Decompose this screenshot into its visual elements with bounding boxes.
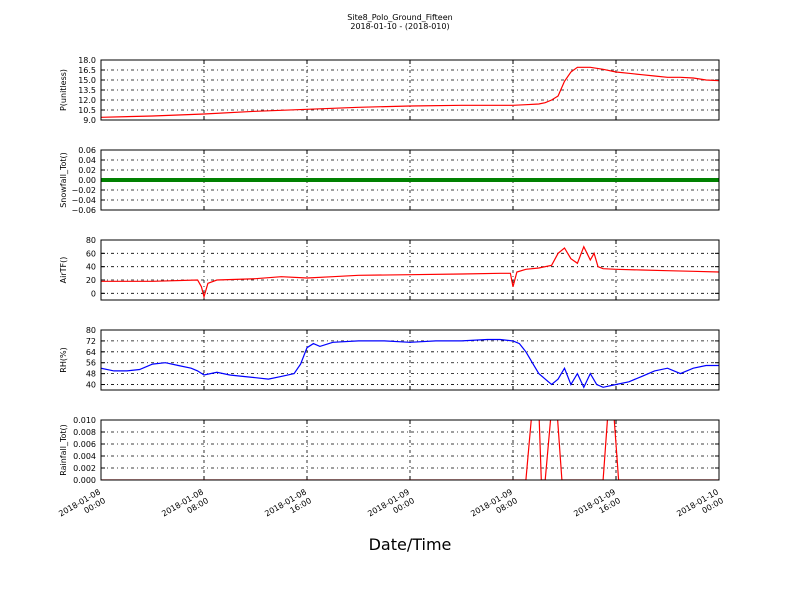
y-tick-label: 0.008 [73, 428, 96, 437]
y-tick-label: 0.02 [78, 166, 96, 175]
y-tick-label: 40 [86, 381, 96, 390]
panel-4: 40 48 56 64 72 80 RH(%) [59, 326, 720, 391]
panel-frame [100, 59, 720, 121]
y-tick-label: 80 [86, 326, 96, 335]
y-tick-label: 0.006 [73, 440, 96, 449]
y-tick-label: 48 [86, 370, 96, 379]
panel-frame [100, 239, 720, 301]
y-tick-label: 0.06 [78, 146, 96, 155]
panel-frame [100, 149, 720, 211]
y-tick-label: 18.0 [78, 56, 96, 65]
y-tick-label: 0.00 [78, 176, 96, 185]
series-line [101, 338, 719, 389]
y-tick-label: 0.000 [73, 476, 96, 485]
y-tick-label: 64 [86, 348, 96, 357]
x-axis-label: Date/Time [369, 535, 452, 554]
y-tick-label: 80 [86, 236, 96, 245]
panels-group: 9.010.512.013.515.016.518.0 P(unitless) −0… [59, 56, 720, 485]
panel-2: −0.06−0.04−0.020.000.020.040.06 Snowfall_… [59, 146, 720, 215]
y-tick-label: −0.06 [71, 206, 96, 215]
y-tick-label: 0 [91, 289, 96, 298]
y-tick-label: 9.0 [83, 116, 96, 125]
y-axis-label: RH(%) [59, 347, 68, 372]
chart-subtitle: 2018-01-10 - (2018-010) [350, 22, 449, 31]
y-tick-label: 0.010 [73, 416, 96, 425]
y-tick-label: 0.004 [73, 452, 96, 461]
series-line [101, 66, 719, 118]
y-tick-label: 56 [86, 359, 96, 368]
y-tick-label: 72 [86, 337, 96, 346]
y-tick-label: 60 [86, 249, 96, 258]
y-axis-label: P(unitless) [59, 69, 68, 111]
panel-5: 0.000 0.002 0.004 0.006 0.008 0.010 Rainfall_T… [59, 416, 720, 485]
y-tick-label: −0.04 [71, 196, 96, 205]
panel-1: 9.010.512.013.515.016.518.0 P(unitless) [59, 56, 720, 125]
y-tick-label: 0.04 [78, 156, 96, 165]
panel-frame [100, 419, 720, 481]
y-tick-label: 12.0 [78, 96, 96, 105]
y-axis-label: AirTF() [59, 257, 68, 284]
y-tick-label: 20 [86, 276, 96, 285]
y-tick-label: 13.5 [78, 86, 96, 95]
panel-frame [100, 329, 720, 391]
y-tick-label: 10.5 [78, 106, 96, 115]
series-line [101, 245, 719, 299]
y-axis-label: Rainfall_Tot() [59, 424, 68, 476]
y-tick-label: 40 [86, 263, 96, 272]
y-tick-label: 15.0 [78, 76, 96, 85]
y-tick-label: 16.5 [78, 66, 96, 75]
y-tick-label: 0.002 [73, 464, 96, 473]
chart-title: Site8_Polo_Ground_Fifteen [347, 13, 452, 22]
y-axis-label: Snowfall_Tot() [59, 152, 68, 208]
y-tick-label: −0.02 [71, 186, 96, 195]
panel-3: 0 20 40 60 80 AirTF() [59, 236, 720, 301]
